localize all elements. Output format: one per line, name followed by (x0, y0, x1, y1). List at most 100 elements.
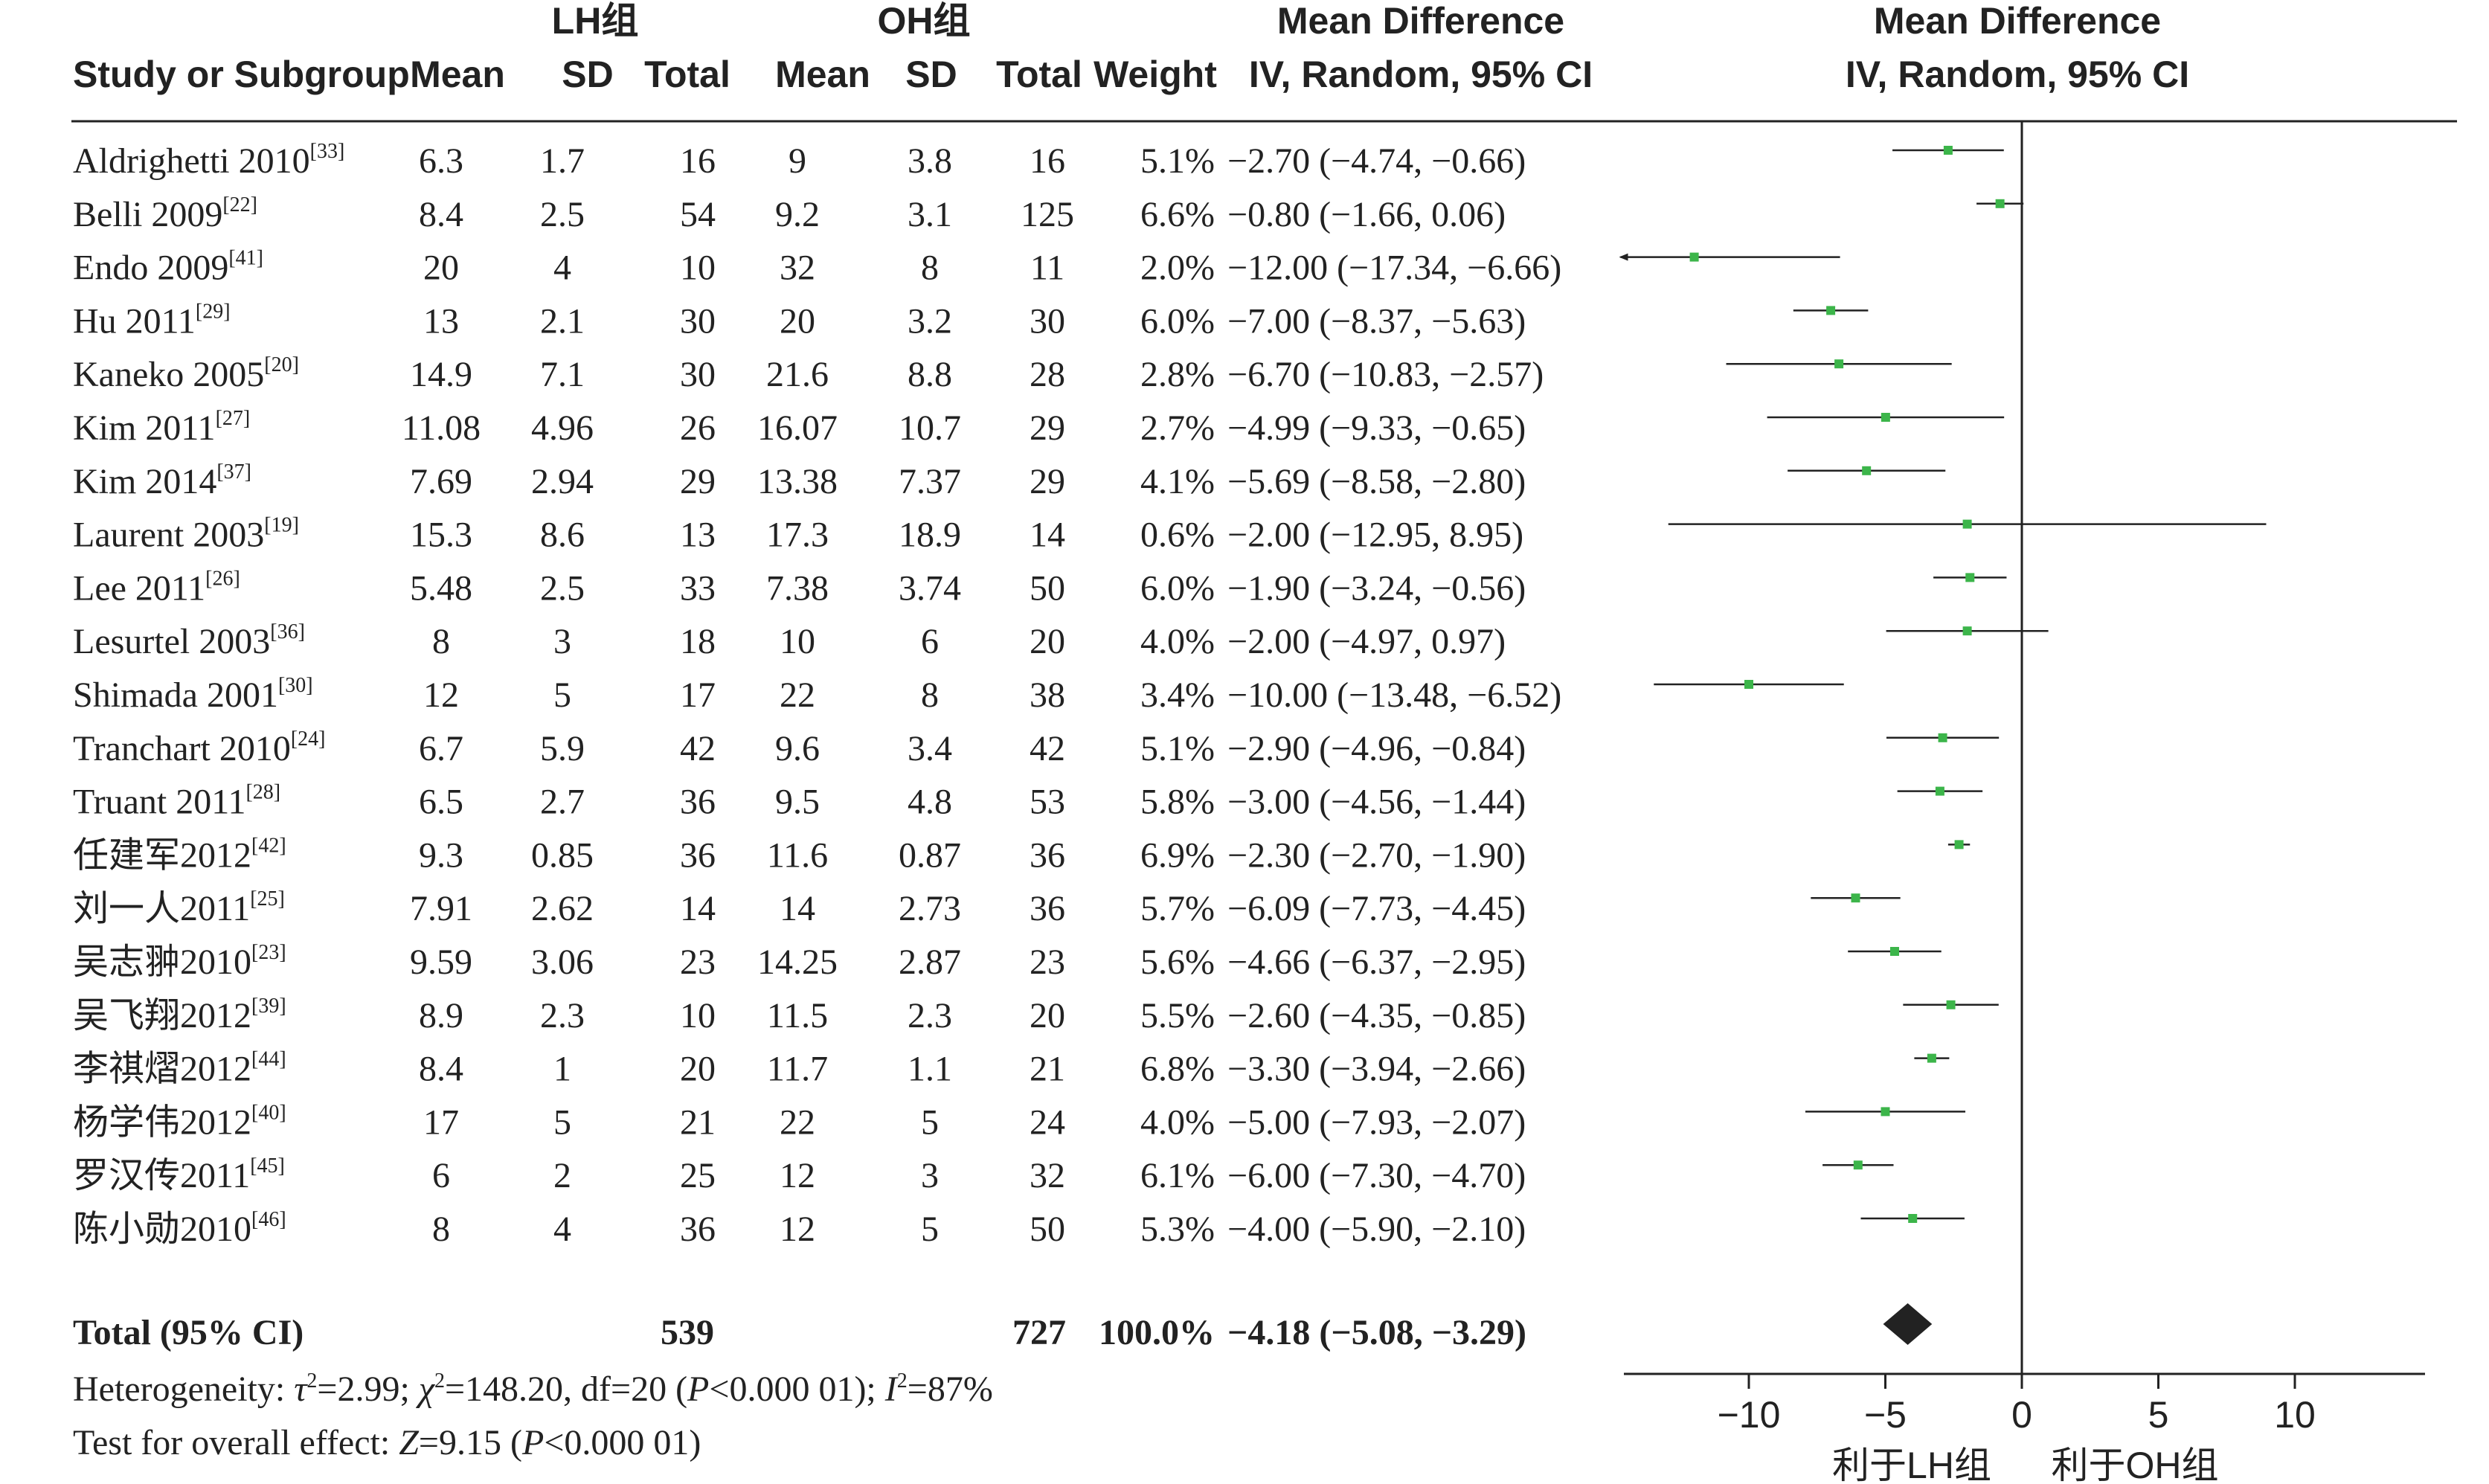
ci-text-cell: −4.00 (−5.90, −2.10) (1227, 1210, 1526, 1249)
weight-cell: 5.5% (1140, 996, 1215, 1035)
weight-cell: 6.1% (1140, 1156, 1215, 1195)
study-name-text: Hu 2011 (73, 301, 196, 341)
oh-sd-cell: 8 (921, 675, 939, 715)
study-ref: [19] (264, 514, 299, 537)
study-ref: [29] (196, 300, 231, 323)
lh-sd-cell: 2.7 (540, 783, 585, 822)
ci-text-cell: −12.00 (−17.34, −6.66) (1227, 248, 1561, 288)
oh-total-cell: 21 (1030, 1050, 1065, 1089)
lh-mean-cell: 8.4 (419, 195, 463, 234)
effect-point (1862, 466, 1872, 475)
lh-mean-cell: 15.3 (410, 515, 472, 555)
lh-mean-cell: 13 (423, 301, 459, 341)
lh-sd-cell: 1.7 (540, 141, 585, 181)
lh-sd-cell: 5.9 (540, 729, 585, 768)
effect-point (1826, 306, 1836, 315)
total-n2: 727 (1012, 1313, 1066, 1352)
mean1-col-header: Mean (410, 54, 505, 95)
oh-sd-cell: 5 (921, 1210, 939, 1249)
study-name: Aldrighetti 2010[33] (73, 140, 344, 181)
study-col-header: Study or Subgroup (73, 54, 410, 95)
oh-mean-cell: 10 (780, 622, 815, 661)
weight-cell: 6.9% (1140, 835, 1215, 875)
lh-total-cell: 30 (680, 301, 716, 341)
oh-sd-cell: 2.3 (908, 996, 952, 1035)
study-name-text: 任建军2012 (73, 835, 251, 875)
study-name-text: 刘一人2011 (73, 889, 250, 928)
study-ref: [26] (205, 567, 240, 590)
study-name-text: Shimada 2001 (73, 675, 278, 715)
oh-sd-cell: 3 (921, 1156, 939, 1195)
ci-text-cell: −2.00 (−12.95, 8.95) (1227, 515, 1523, 555)
study-name-text: Tranchart 2010 (73, 729, 291, 768)
lh-mean-cell: 5.48 (410, 568, 472, 608)
study-name-text: Kim 2014 (73, 462, 216, 501)
study-ref: [30] (278, 674, 313, 697)
lh-mean-cell: 20 (423, 248, 459, 288)
ci-text-cell: −1.90 (−3.24, −0.56) (1227, 568, 1526, 608)
lh-total-cell: 42 (680, 729, 716, 768)
weight-cell: 6.0% (1140, 301, 1215, 341)
study-ref: [23] (251, 941, 286, 964)
oh-sd-cell: 3.2 (908, 301, 952, 341)
oh-sd-cell: 8 (921, 248, 939, 288)
ci-text-cell: −3.30 (−3.94, −2.66) (1227, 1050, 1526, 1089)
weight-cell: 6.8% (1140, 1050, 1215, 1089)
study-name: Laurent 2003[19] (73, 514, 299, 555)
weight-cell: 0.6% (1140, 515, 1215, 555)
lh-mean-cell: 6 (432, 1156, 450, 1195)
oh-total-cell: 29 (1030, 462, 1065, 501)
effect-point (1965, 573, 1975, 582)
study-name: 刘一人2011[25] (73, 887, 285, 928)
study-ref: [28] (245, 781, 280, 804)
ci-text-cell: −6.00 (−7.30, −4.70) (1227, 1156, 1526, 1195)
study-name-text: 吴志翀2010 (73, 942, 251, 982)
lh-sd-cell: 5 (553, 1102, 571, 1142)
lh-total-cell: 33 (680, 568, 716, 608)
lh-total-cell: 23 (680, 942, 716, 982)
effect-point (1938, 733, 1947, 742)
study-ref: [40] (251, 1101, 286, 1124)
oh-sd-cell: 3.4 (908, 729, 952, 768)
effect-point (1935, 786, 1944, 796)
ci-text-cell: −2.30 (−2.70, −1.90) (1227, 835, 1526, 875)
oh-sd-cell: 3.74 (899, 568, 961, 608)
weight-cell: 6.0% (1140, 568, 1215, 608)
study-name: Truant 2011[28] (73, 781, 280, 822)
study-name-text: 杨学伟2012 (73, 1102, 251, 1142)
effect-point (1954, 840, 1964, 849)
md-header-top: Mean Difference (1277, 0, 1564, 42)
weight-cell: 4.1% (1140, 462, 1215, 501)
lh-sd-cell: 2.1 (540, 301, 585, 341)
study-name-text: Lee 2011 (73, 568, 205, 608)
lh-mean-cell: 6.7 (419, 729, 463, 768)
lh-mean-cell: 9.3 (419, 835, 463, 875)
oh-sd-cell: 7.37 (899, 462, 961, 501)
lh-total-cell: 54 (680, 195, 716, 234)
lh-sd-cell: 1 (553, 1050, 571, 1089)
favours-lh-label: 利于LH组 (1832, 1445, 1991, 1484)
oh-mean-cell: 32 (780, 248, 815, 288)
oh-sd-cell: 8.8 (908, 355, 952, 394)
oh-total-cell: 36 (1030, 835, 1065, 875)
oh-total-cell: 29 (1030, 408, 1065, 448)
oh-total-cell: 50 (1030, 568, 1065, 608)
oh-sd-cell: 3.1 (908, 195, 952, 234)
x-tick-label: 10 (2274, 1394, 2316, 1436)
pooled-diamond (1883, 1303, 1933, 1345)
lh-total-cell: 13 (680, 515, 716, 555)
study-ref: [44] (251, 1048, 286, 1071)
lh-mean-cell: 6.3 (419, 141, 463, 181)
oh-mean-cell: 9.2 (775, 195, 820, 234)
lh-mean-cell: 9.59 (410, 942, 472, 982)
ci-text-cell: −7.00 (−8.37, −5.63) (1227, 301, 1526, 341)
lh-total-cell: 20 (680, 1050, 716, 1089)
oh-sd-cell: 4.8 (908, 783, 952, 822)
oh-total-cell: 32 (1030, 1156, 1065, 1195)
effect-point (1689, 252, 1699, 262)
weight-cell: 2.7% (1140, 408, 1215, 448)
study-ref: [27] (216, 407, 251, 430)
total-label: Total (95% CI) (73, 1313, 304, 1352)
study-name-text: Kim 2011 (73, 408, 216, 448)
